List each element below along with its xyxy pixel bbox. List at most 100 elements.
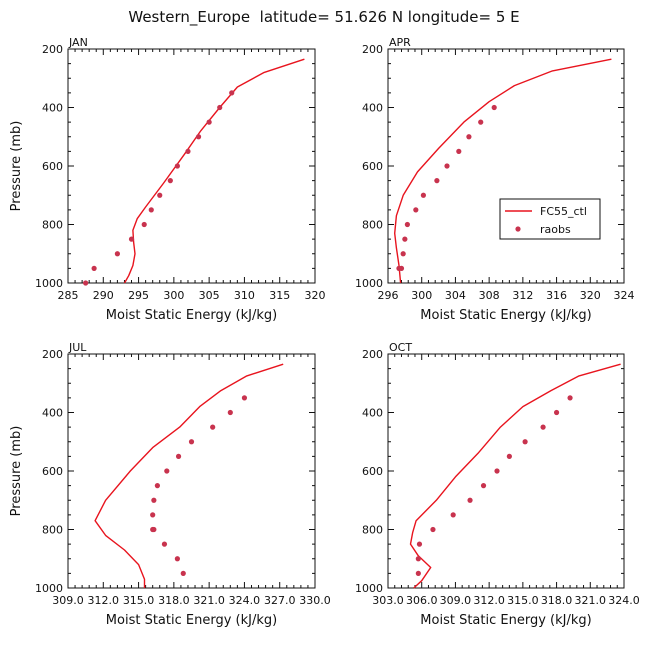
jan-raobs-point <box>174 163 180 169</box>
jan-raobs-point <box>229 90 235 96</box>
jan-y-tick-label: 1000 <box>35 277 63 290</box>
legend-label-fc55-ctl: FC55_ctl <box>540 205 587 218</box>
apr-raobs-point <box>402 236 408 242</box>
oct-raobs-point <box>506 453 512 459</box>
jul-x-tick-label: 321.0 <box>193 594 225 607</box>
jul-y-tick-label: 200 <box>42 348 63 361</box>
apr-y-tick-label: 200 <box>362 43 383 56</box>
oct-raobs-point <box>415 556 421 562</box>
jul-raobs-point <box>241 395 248 401</box>
oct-raobs-point <box>467 497 473 503</box>
jan-raobs-point <box>91 265 97 271</box>
jul-raobs-point <box>180 570 186 576</box>
legend-dot-symbol <box>515 226 521 232</box>
jul-raobs-point <box>154 483 160 489</box>
jan-y-tick-label: 600 <box>42 160 63 173</box>
oct-raobs-point <box>494 468 500 474</box>
jan-raobs-point <box>167 178 173 184</box>
oct-x-tick-label: 312.0 <box>473 594 505 607</box>
jul-raobs-point <box>227 409 233 416</box>
jul-y-tick-label: 600 <box>42 465 63 478</box>
apr-x-axis-label: Moist Static Energy (kJ/kg) <box>420 308 591 323</box>
jul-raobs-point <box>151 497 157 503</box>
jan-x-tick-label: 285 <box>58 289 79 302</box>
jul-fc55-ctl-line <box>94 363 284 588</box>
apr-y-tick-label: 1000 <box>355 277 383 290</box>
oct-raobs-point <box>430 526 436 533</box>
jan-raobs-point <box>206 119 212 125</box>
jul-y-tick-label: 400 <box>42 407 63 420</box>
jan-raobs-point <box>217 104 223 111</box>
jan-fc55-ctl-line <box>123 58 305 284</box>
jul-raobs-point <box>150 512 156 518</box>
apr-raobs-point <box>404 221 410 228</box>
oct-x-tick-label: 309.0 <box>440 594 472 607</box>
apr-raobs-point <box>420 192 426 198</box>
jan-y-tick-label: 200 <box>42 43 63 56</box>
oct-raobs-point <box>416 541 423 547</box>
jan-raobs-point <box>114 251 120 257</box>
jan-raobs-point <box>83 280 89 286</box>
jan-y-axis-label: Pressure (mb) <box>9 121 24 212</box>
oct-raobs-point <box>450 512 456 518</box>
jul-raobs-point <box>188 439 195 445</box>
oct-plot-frame <box>387 353 625 589</box>
oct-y-tick-label: 200 <box>362 348 383 361</box>
jul-raobs-point <box>161 541 168 547</box>
apr-x-tick-label: 296 <box>378 289 399 302</box>
jan-x-tick-label: 320 <box>305 289 326 302</box>
oct-panel-title: OCT <box>389 341 412 354</box>
apr-raobs-point <box>400 251 406 257</box>
jan-plot-frame <box>67 48 316 284</box>
oct-y-tick-label: 600 <box>362 465 383 478</box>
jan-raobs-point <box>141 221 147 228</box>
jan-panel-title: JAN <box>68 36 88 49</box>
apr-x-tick-label: 312 <box>512 289 533 302</box>
oct-raobs-point <box>480 483 487 489</box>
jul-x-tick-label: 324.0 <box>229 594 261 607</box>
jan-x-tick-label: 305 <box>199 289 220 302</box>
oct-raobs-point <box>522 439 528 445</box>
jan-y-tick-label: 400 <box>42 102 63 115</box>
apr-raobs-point <box>396 265 402 271</box>
oct-x-axis-label: Moist Static Energy (kJ/kg) <box>420 613 591 628</box>
jul-panel-title: JUL <box>68 341 87 354</box>
jul-plot-frame <box>67 353 316 589</box>
jan-y-tick-label: 800 <box>42 219 63 232</box>
oct-fc55-ctl-line <box>409 363 621 589</box>
apr-fc55-ctl-line <box>394 58 612 284</box>
oct-raobs-point <box>540 424 546 430</box>
apr-x-tick-label: 324 <box>614 289 635 302</box>
jul-x-tick-label: 309.0 <box>52 594 84 607</box>
jul-x-axis-label: Moist Static Energy (kJ/kg) <box>106 613 277 628</box>
jul-x-tick-label: 318.0 <box>158 594 190 607</box>
jul-raobs-point <box>151 526 157 533</box>
jan-x-tick-label: 290 <box>93 289 114 302</box>
jan-x-axis-label: Moist Static Energy (kJ/kg) <box>106 308 277 323</box>
apr-raobs-point <box>434 178 440 184</box>
jul-y-tick-label: 1000 <box>35 582 63 595</box>
legend-label-raobs: raobs <box>540 223 571 236</box>
jan-raobs-point <box>148 207 154 213</box>
legend-box <box>499 198 601 240</box>
jul-raobs-point <box>175 453 182 459</box>
oct-x-tick-label: 306.0 <box>406 594 438 607</box>
oct-y-tick-label: 1000 <box>355 582 383 595</box>
jan-raobs-point <box>195 134 202 140</box>
oct-x-tick-label: 303.0 <box>372 594 404 607</box>
apr-x-tick-label: 308 <box>479 289 500 302</box>
oct-raobs-point <box>415 570 421 576</box>
oct-raobs-point <box>567 395 573 401</box>
apr-raobs-point <box>456 148 462 154</box>
jul-raobs-point <box>174 556 180 562</box>
figure-title: Western_Europe latitude= 51.626 N longit… <box>128 8 519 27</box>
apr-x-tick-label: 316 <box>546 289 567 302</box>
oct-y-tick-label: 800 <box>362 524 383 537</box>
jan-x-tick-label: 315 <box>269 289 290 302</box>
apr-x-tick-label: 304 <box>445 289 466 302</box>
jan-x-tick-label: 310 <box>234 289 255 302</box>
jul-raobs-point <box>164 468 170 474</box>
apr-raobs-point <box>478 119 484 125</box>
